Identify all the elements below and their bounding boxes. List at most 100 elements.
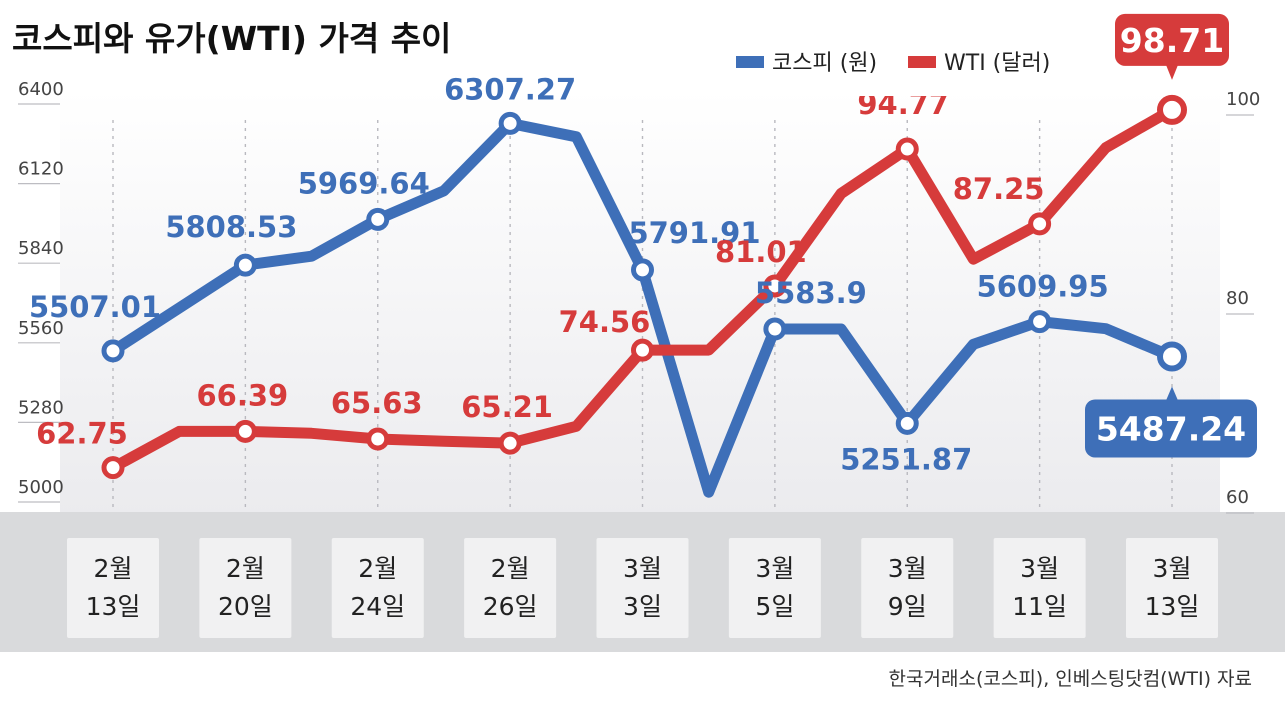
kospi-point-0	[101, 339, 125, 363]
gridlines	[112, 120, 1173, 512]
kospi-label-8: 5487.24	[1096, 409, 1246, 448]
wti-point-5	[763, 274, 787, 298]
kospi-label-1: 5808.53	[165, 210, 297, 244]
left-axis-ticks: 6400 6120 5840 5560 5280 5000	[18, 79, 64, 503]
right-tick-100: 100	[1226, 89, 1260, 110]
wti-point-8	[1157, 94, 1187, 125]
date-box-5	[728, 538, 821, 638]
date-box-4	[596, 538, 689, 638]
date-day-2: 24일	[350, 592, 405, 621]
series-markers	[101, 94, 1187, 480]
kospi-point-5	[763, 317, 787, 341]
wti-label-3: 65.21	[461, 390, 553, 424]
date-box-1	[199, 538, 292, 638]
kospi-label-6: 5251.87	[840, 442, 972, 476]
kospi-point-7	[1028, 310, 1052, 334]
date-box-8	[1126, 538, 1218, 638]
wti-point-6	[895, 137, 919, 161]
wti-label-0: 62.75	[36, 417, 128, 451]
kospi-point-8	[1157, 341, 1187, 372]
kospi-point-1	[233, 253, 257, 277]
wti-point-3	[498, 431, 522, 455]
right-axis-ticks: 100 80 60	[1226, 89, 1260, 514]
left-tick-5280: 5280	[18, 397, 64, 418]
wti-last-pointer	[1166, 64, 1178, 80]
kospi-label-2: 5969.64	[298, 166, 430, 200]
kospi-point-6	[895, 411, 919, 435]
wti-label-5: 81.01	[715, 235, 807, 269]
wti-label-1: 66.39	[197, 378, 289, 412]
left-tick-6400: 6400	[18, 79, 64, 100]
kospi-label-0: 5507.01	[29, 290, 161, 324]
wti-last-box	[1115, 13, 1229, 66]
date-box-6	[861, 538, 954, 638]
kospi-label-5: 5583.9	[755, 276, 867, 310]
date-day-0: 13일	[86, 592, 141, 621]
date-box-3	[464, 538, 557, 638]
wti-point-0	[101, 456, 125, 480]
kospi-point-2	[366, 207, 390, 231]
date-month-2: 2월	[358, 554, 397, 583]
legend-swatch-wti	[908, 56, 936, 68]
legend-label-kospi: 코스피 (원)	[772, 51, 877, 76]
left-tick-5840: 5840	[18, 238, 64, 259]
kospi-last-box	[1085, 399, 1257, 458]
kospi-line	[107, 117, 1178, 498]
date-month-3: 2월	[491, 554, 530, 583]
date-day-8: 13일	[1145, 592, 1200, 621]
wti-point-4	[631, 338, 654, 362]
kospi-last-callout: 5487.24	[1085, 386, 1257, 458]
legend: 코스피 (원) WTI (달러)	[714, 26, 1082, 96]
date-day-1: 20일	[218, 592, 273, 621]
date-month-8: 3월	[1153, 554, 1192, 583]
right-tick-60: 60	[1226, 487, 1249, 508]
wti-label-8: 98.71	[1120, 21, 1224, 60]
wti-label-7: 87.25	[953, 172, 1045, 206]
kospi-label-3: 6307.27	[444, 72, 576, 106]
left-tick-5560: 5560	[18, 318, 64, 339]
date-month-0: 2월	[94, 554, 133, 583]
kospi-point-3	[498, 111, 522, 135]
wti-point-2	[366, 427, 390, 451]
date-day-7: 11일	[1012, 592, 1067, 621]
date-month-1: 2월	[226, 554, 265, 583]
right-tick-80: 80	[1226, 288, 1249, 309]
chart-title: 코스피와 유가(WTI) 가격 추이	[12, 19, 451, 58]
left-tick-5000: 5000	[18, 477, 64, 498]
source-note: 한국거래소(코스피), 인베스팅닷컴(WTI) 자료	[889, 668, 1252, 690]
date-day-4: 3일	[623, 592, 662, 621]
date-box-0	[67, 538, 159, 638]
date-box-2	[331, 538, 424, 638]
wti-last-callout: 98.71	[1115, 13, 1229, 80]
date-box-7	[993, 538, 1086, 638]
plot-background	[60, 90, 1220, 515]
kospi-last-pointer	[1166, 386, 1178, 401]
legend-swatch-kospi	[736, 56, 764, 68]
kospi-label-7: 5609.95	[977, 270, 1109, 304]
legend-box	[714, 26, 1082, 96]
legend-label-wti: WTI (달러)	[944, 51, 1050, 76]
kospi-point-4	[631, 258, 654, 282]
wti-label-4: 74.56	[559, 305, 651, 339]
date-month-6: 3월	[888, 554, 927, 583]
date-day-6: 9일	[888, 592, 927, 621]
date-month-5: 3월	[755, 554, 794, 583]
date-month-7: 3월	[1020, 554, 1059, 583]
x-axis-labels: 2월13일2월20일2월24일2월26일3월3일3월5일3월9일3월11일3월1…	[67, 538, 1218, 638]
wti-point-1	[233, 419, 257, 443]
wti-point-7	[1028, 212, 1052, 236]
wti-label-2: 65.63	[331, 386, 423, 420]
date-day-3: 26일	[483, 592, 538, 621]
